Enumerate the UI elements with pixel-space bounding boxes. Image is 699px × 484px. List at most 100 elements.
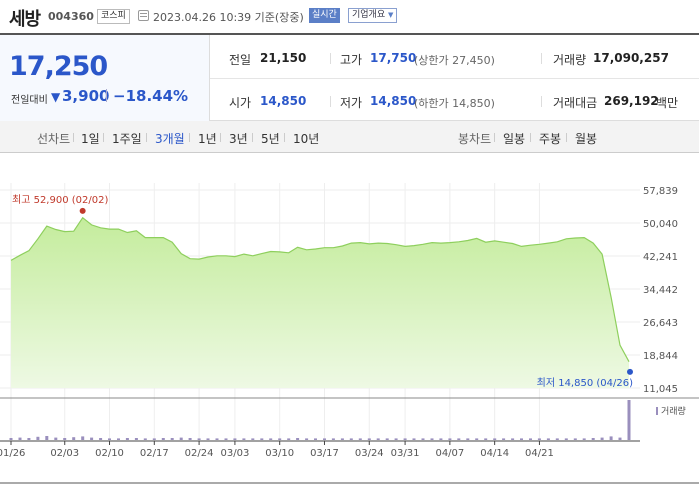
volume-bar: [564, 438, 568, 440]
volume-bar: [143, 438, 147, 440]
market-badge: 코스피: [97, 9, 130, 24]
period-divider: [103, 133, 104, 142]
volume-bar: [529, 438, 532, 440]
volume-bar: [117, 438, 120, 440]
chart-period-bar: 선차트 1일 1주일 3개월 1년 3년 5년 10년 봉차트 일봉 주봉 월봉: [0, 121, 699, 153]
current-price-panel: 17,250 전일대비 ▼ 3,900 −18.44%: [0, 35, 210, 121]
period-divider: [566, 133, 567, 142]
x-tick-label: 04/07: [435, 448, 464, 459]
volume-bar: [582, 438, 586, 440]
period-3y-button[interactable]: 3년: [229, 132, 248, 146]
volume-bar: [296, 438, 300, 440]
quote-divider: [541, 96, 542, 107]
x-tick-label: 03/24: [355, 448, 384, 459]
line-chart-label: 선차트: [37, 132, 71, 146]
period-divider: [220, 133, 221, 142]
period-10y-button[interactable]: 10년: [293, 132, 320, 146]
company-overview-label: 기업개요: [352, 10, 386, 20]
volume-bar: [278, 438, 282, 440]
company-overview-button[interactable]: 기업개요 ▼: [348, 8, 398, 23]
volume-bar: [45, 436, 49, 440]
high-label: 고가: [340, 53, 363, 67]
volume-bar: [125, 438, 129, 440]
x-tick-label: 04/21: [525, 448, 554, 459]
x-tick-label: 02/17: [140, 448, 169, 459]
calendar-icon: [138, 10, 149, 21]
realtime-button[interactable]: 실시간: [309, 8, 340, 23]
x-tick-label: 02/24: [185, 448, 214, 459]
volume-bar: [152, 438, 156, 440]
low-label: 저가: [340, 96, 363, 110]
x-tick-label: 03/10: [265, 448, 294, 459]
volume-bar: [618, 437, 622, 440]
quote-divider: [330, 96, 331, 107]
period-5y-button[interactable]: 5년: [261, 132, 280, 146]
price-line: [10, 216, 630, 362]
change-rate: −18.44%: [113, 87, 189, 105]
volume-bar: [403, 438, 407, 440]
period-3m-button[interactable]: 3개월: [155, 132, 185, 146]
price-area: [11, 217, 629, 388]
volume-bar: [161, 438, 165, 440]
volume-bar: [591, 438, 595, 440]
period-divider: [284, 133, 285, 142]
low-annotation: 최저 14,850 (04/26): [537, 377, 633, 389]
period-1y-button[interactable]: 1년: [198, 132, 217, 146]
high-marker: [79, 207, 86, 214]
timestamp: 2023.04.26 10:39 기준(장중): [153, 11, 304, 24]
volume-bar: [502, 438, 506, 440]
period-divider: [530, 133, 531, 142]
high-value: 17,750: [370, 51, 417, 65]
open-value: 14,850: [260, 94, 307, 108]
period-divider: [146, 133, 147, 142]
volume-bar: [340, 438, 344, 440]
y-tick-label: 42,241: [643, 252, 678, 263]
prev-close-label: 전일: [229, 53, 252, 67]
stock-header: 세방 004360 코스피 2023.04.26 10:39 기준(장중) 실시…: [0, 0, 699, 33]
volume-bar: [385, 438, 389, 440]
volume-bar: [206, 438, 210, 440]
volume-bars: [9, 400, 631, 440]
volume-bar: [170, 438, 174, 440]
x-axis: 01/26 02/03 02/10 02/17 02/24 03/03 03/10 03/17…: [0, 441, 554, 459]
quote-divider: [541, 53, 542, 64]
volume-bar: [233, 438, 237, 440]
volume-bar: [251, 438, 255, 440]
volume-bar: [54, 437, 58, 440]
stock-code: 004360: [48, 10, 94, 23]
volume-bar: [215, 438, 219, 440]
upper-limit: (상한가 27,450): [414, 54, 495, 67]
volume-bar: [466, 438, 470, 440]
volume-bar: [99, 438, 103, 440]
volume-bar: [421, 438, 425, 440]
period-1w-button[interactable]: 1주일: [112, 132, 142, 146]
y-tick-label: 11,045: [643, 384, 678, 395]
x-tick-label: 01/26: [0, 448, 25, 459]
low-marker: [627, 368, 633, 375]
volume-bar: [197, 438, 201, 440]
low-value: 14,850: [370, 94, 417, 108]
volume-bar: [484, 438, 488, 440]
candle-daily-button[interactable]: 일봉: [503, 132, 526, 146]
volume-bar: [511, 438, 515, 440]
volume-bar: [9, 438, 13, 440]
candle-monthly-button[interactable]: 월봉: [575, 132, 598, 146]
candle-weekly-button[interactable]: 주봉: [539, 132, 562, 146]
y-tick-label: 18,844: [643, 351, 678, 362]
volume-bar: [90, 437, 94, 440]
volume-legend: 거래량: [661, 405, 686, 417]
volume-bar: [537, 438, 541, 440]
period-divider: [73, 133, 74, 142]
period-divider: [252, 133, 253, 142]
y-tick-label: 26,643: [643, 318, 678, 329]
volume-bar: [457, 438, 461, 440]
volume-bar: [260, 438, 264, 440]
change-label: 전일대비: [11, 95, 48, 106]
volume-bar: [448, 438, 452, 440]
volume-bar: [412, 438, 416, 440]
down-arrow-icon: ▼: [51, 90, 61, 104]
volume-bar: [573, 438, 577, 440]
price-chart: 57,839 50,040 42,241 34,442 26,643 18,844 11,0…: [0, 183, 699, 484]
period-1d-button[interactable]: 1일: [81, 132, 100, 146]
volume-legend-swatch: [656, 407, 658, 415]
